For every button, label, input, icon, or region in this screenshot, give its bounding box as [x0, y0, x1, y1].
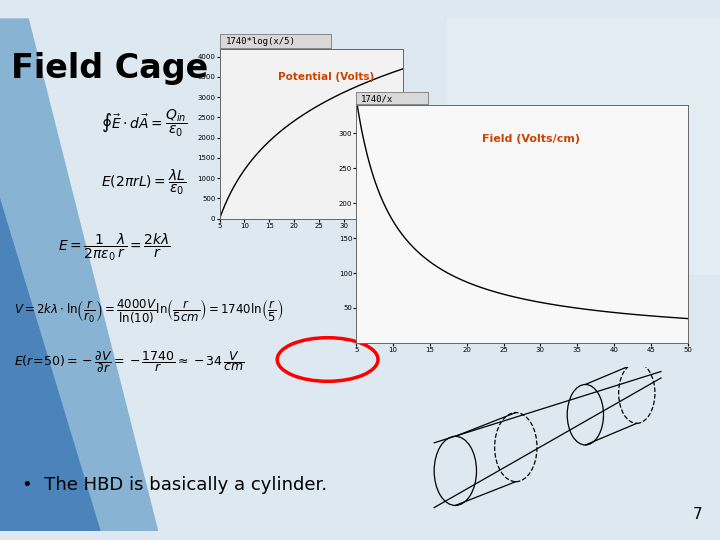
Text: Potential (Volts): Potential (Volts) [279, 72, 374, 83]
Text: $\oint \vec{E} \cdot d\vec{A} = \dfrac{Q_{in}}{\varepsilon_0}$: $\oint \vec{E} \cdot d\vec{A} = \dfrac{Q… [101, 108, 187, 139]
Text: $E = \dfrac{1}{2\pi\varepsilon_0}\dfrac{\lambda}{r} = \dfrac{2k\lambda}{r}$: $E = \dfrac{1}{2\pi\varepsilon_0}\dfrac{… [58, 231, 171, 262]
Text: 1740/x: 1740/x [361, 94, 393, 103]
Text: $E(2\pi r L) = \dfrac{\lambda L}{\varepsilon_0}$: $E(2\pi r L) = \dfrac{\lambda L}{\vareps… [101, 167, 186, 198]
Polygon shape [0, 18, 158, 531]
Text: Field Cage: Field Cage [11, 52, 208, 85]
Polygon shape [446, 18, 720, 275]
Polygon shape [0, 18, 101, 531]
Text: •  The HBD is basically a cylinder.: • The HBD is basically a cylinder. [22, 476, 327, 494]
Text: 7: 7 [693, 507, 702, 522]
Text: $E(r\!=\!50) = -\dfrac{\partial V}{\partial r} = -\dfrac{1740}{r} \approx -34\,\: $E(r\!=\!50) = -\dfrac{\partial V}{\part… [14, 349, 246, 375]
Text: Field (Volts/cm): Field (Volts/cm) [482, 134, 580, 144]
Text: 1740*log(x/5): 1740*log(x/5) [226, 37, 296, 46]
Text: $V = 2k\lambda \cdot \ln\!\left(\dfrac{r}{r_0}\right) = \dfrac{4000V}{\ln(10)}\l: $V = 2k\lambda \cdot \ln\!\left(\dfrac{r… [14, 297, 284, 325]
